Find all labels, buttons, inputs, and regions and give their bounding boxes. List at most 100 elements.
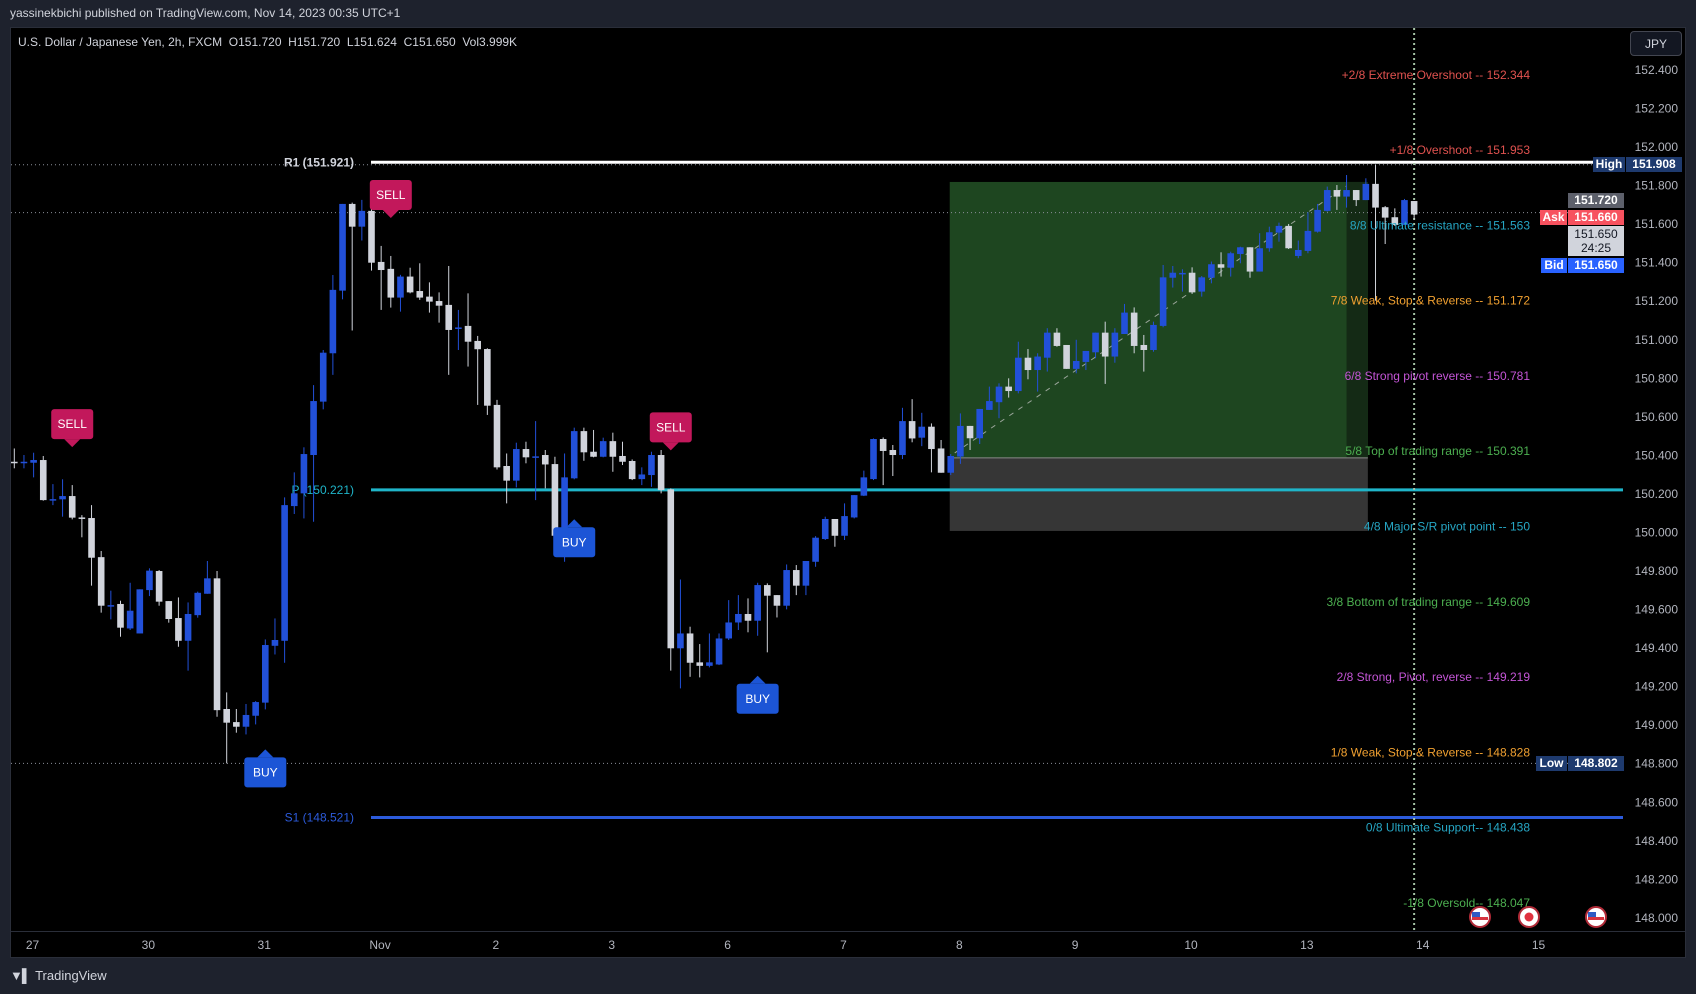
murrey-level-label: -1/8 Oversold-- 148.047 <box>1403 896 1530 910</box>
candle-body <box>937 448 945 473</box>
candle <box>928 423 935 473</box>
candle-body <box>918 426 926 438</box>
price-axis-label: 152.000 <box>1635 140 1679 154</box>
buy-signal[interactable]: BUY <box>736 675 779 714</box>
candle <box>889 444 897 477</box>
buy-signal[interactable]: BUY <box>244 749 287 788</box>
low-tag-label: Low <box>1536 756 1567 771</box>
currency-button[interactable]: JPY <box>1630 31 1682 56</box>
candle <box>1034 353 1041 392</box>
candle-body <box>68 496 76 518</box>
candle <box>1304 212 1312 254</box>
flag-canton <box>1472 912 1480 917</box>
candle <box>821 516 829 540</box>
candle <box>764 583 771 653</box>
price-axis-label: 151.600 <box>1635 217 1679 231</box>
high-tag-label: High <box>1593 157 1625 172</box>
candle-body <box>1024 357 1032 371</box>
candle <box>319 349 327 410</box>
candle-body <box>1034 356 1041 371</box>
sell-signal[interactable]: SELL <box>649 412 692 451</box>
candle-body <box>513 449 520 481</box>
candle <box>735 595 742 630</box>
candle-body <box>165 601 173 620</box>
sell-label: SELL <box>58 417 88 431</box>
candle <box>879 437 887 486</box>
candle-body <box>406 276 414 293</box>
price-axis-label: 151.200 <box>1635 294 1679 308</box>
candle <box>1072 339 1080 374</box>
candle-body <box>416 291 424 298</box>
candle <box>541 450 549 489</box>
sell-signal[interactable]: SELL <box>51 409 94 448</box>
candle-body <box>1208 264 1215 278</box>
us-flag-icon[interactable] <box>1469 906 1491 928</box>
murrey-level-label: 4/8 Major S/R pivot point -- 150 <box>1364 519 1530 533</box>
tradingview-logo-icon: ▼▌ <box>10 968 31 983</box>
candle-body <box>59 496 66 500</box>
candle <box>484 348 491 415</box>
candle-body <box>1246 247 1254 272</box>
candle <box>1150 321 1157 352</box>
buy-label: BUY <box>745 692 770 706</box>
candle-body <box>126 610 134 629</box>
candle-body <box>290 493 298 507</box>
candle <box>1015 341 1022 394</box>
candle-body <box>899 421 906 456</box>
candle <box>1121 303 1128 334</box>
candle-body <box>1198 277 1206 292</box>
buy-signal[interactable]: BUY <box>553 519 596 558</box>
bid-tag-label: Bid <box>1541 258 1567 273</box>
candle <box>725 600 732 641</box>
candle <box>397 274 404 312</box>
buy-badge <box>244 757 287 788</box>
price-axis-label: 149.800 <box>1635 564 1679 578</box>
candle <box>1101 321 1109 384</box>
plot-layer: R1 (151.921)P (150.221)S1 (148.521)+2/8 … <box>11 28 1625 931</box>
candle-body <box>1275 225 1283 233</box>
publish-bar: yassinekbichi published on TradingView.c… <box>0 0 1696 27</box>
candle <box>1401 198 1408 225</box>
candle <box>1275 222 1283 242</box>
candle <box>175 597 182 647</box>
candle-body <box>1323 190 1331 211</box>
candle-body <box>242 714 250 727</box>
candle <box>1314 203 1321 233</box>
candle-body <box>271 640 279 646</box>
flag-canton <box>1588 912 1596 917</box>
candle <box>1130 307 1138 354</box>
price-axis-label: 148.400 <box>1635 834 1679 848</box>
us-flag-icon[interactable] <box>1585 906 1607 928</box>
japan-flag-icon[interactable] <box>1518 906 1540 928</box>
candle <box>580 427 588 461</box>
candle <box>1343 175 1350 208</box>
chart-pane[interactable] <box>10 27 1686 958</box>
candle-body <box>339 203 346 291</box>
candle-body <box>184 613 192 641</box>
candle-body <box>107 605 115 607</box>
candle <box>474 335 481 405</box>
candle-body <box>928 426 935 450</box>
candle <box>213 571 221 717</box>
candle <box>1092 332 1099 359</box>
countdown-price: 151.650 <box>1574 227 1618 241</box>
price-axis-label: 151.400 <box>1635 256 1679 270</box>
price-axis-label: 150.000 <box>1635 525 1679 539</box>
candle <box>773 595 781 618</box>
candle <box>937 439 945 473</box>
candle-body <box>841 516 848 536</box>
tradingview-logo[interactable]: ▼▌ TradingView <box>10 968 107 983</box>
candle-body <box>368 210 375 263</box>
candle-body <box>686 633 694 663</box>
candle <box>599 437 607 458</box>
candle <box>667 488 675 671</box>
candle-body <box>657 455 665 491</box>
price-axis-label: 149.400 <box>1635 641 1679 655</box>
candle-body <box>1121 312 1128 334</box>
legend-volume: Vol3.999K <box>462 35 518 49</box>
sell-signal[interactable]: SELL <box>369 179 412 218</box>
candle <box>957 413 964 464</box>
candle-body <box>1227 253 1235 268</box>
candle <box>1053 328 1061 347</box>
